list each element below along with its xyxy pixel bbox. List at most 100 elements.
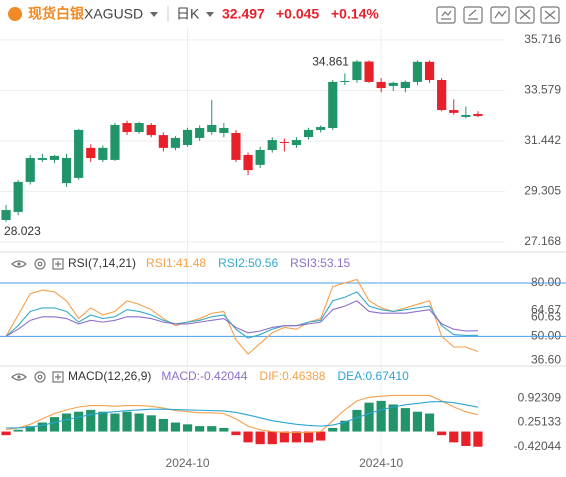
histogram-bar	[449, 431, 459, 443]
candle-body	[412, 61, 423, 82]
candle-body	[195, 128, 205, 138]
dropdown-caret[interactable]	[150, 12, 158, 17]
tool-button[interactable]	[490, 6, 510, 24]
y-tick-label: 0.92309	[518, 390, 562, 404]
candle-body	[437, 80, 447, 111]
y-tick-label: 31.442	[524, 133, 561, 147]
candle-body	[388, 82, 398, 86]
histogram-bar	[134, 413, 144, 432]
tool-button[interactable]	[540, 6, 560, 24]
histogram-bar	[412, 411, 423, 432]
expand-icon[interactable]	[52, 258, 64, 270]
candle-body	[267, 140, 277, 150]
y-tick-label: 50.00	[531, 329, 561, 343]
indicator-title: RSI(7,14,21)	[68, 256, 136, 270]
panel-controls	[11, 258, 64, 383]
indicator-line	[6, 401, 479, 429]
histogram-bar	[98, 411, 108, 432]
change-percent: +0.14%	[331, 6, 379, 22]
histogram-bar	[146, 415, 156, 432]
histogram-bar	[243, 431, 253, 443]
histogram-bar	[340, 420, 350, 432]
histogram-bar	[461, 431, 471, 446]
candle-body	[122, 123, 132, 133]
dropdown-caret[interactable]	[206, 12, 214, 17]
candle-body	[461, 115, 471, 117]
candle-body	[37, 158, 47, 160]
candle-body	[303, 129, 314, 137]
histogram-bar	[316, 431, 326, 441]
candle-body	[364, 61, 374, 82]
legend-entry: RSI3:53.15	[290, 256, 350, 270]
y-tick-label: 36.60	[531, 352, 561, 366]
settings-icon[interactable]	[34, 258, 46, 270]
histogram-bar	[207, 426, 217, 432]
histogram-bar	[376, 400, 386, 432]
histogram-bar	[424, 413, 435, 432]
instrument-name[interactable]: 现货白银	[28, 6, 85, 22]
histogram-bar	[170, 422, 181, 432]
expand-icon[interactable]	[52, 371, 64, 383]
histogram-bar	[279, 431, 289, 443]
histogram-bar	[328, 427, 338, 432]
candle-body	[158, 135, 168, 148]
tool-button[interactable]	[463, 6, 483, 24]
eye-icon[interactable]	[11, 373, 27, 381]
tool-button[interactable]	[436, 6, 456, 24]
y-tick-label: 29.305	[524, 184, 561, 198]
histogram-bar	[74, 411, 84, 432]
y-tick-label: 35.716	[524, 32, 561, 46]
candle-body	[25, 158, 35, 182]
candle-body	[182, 129, 193, 146]
high-label: 34.861	[312, 54, 349, 68]
histogram-bar	[49, 417, 60, 432]
candle-body	[400, 81, 410, 89]
indicator-line	[5, 278, 479, 355]
candle-body	[473, 114, 483, 117]
x-tick-label: 2024-10	[359, 456, 403, 470]
candle-body	[110, 124, 120, 160]
histogram-bar	[388, 404, 398, 432]
indicator-line	[5, 291, 478, 339]
candle-body	[146, 124, 156, 136]
tool-button[interactable]	[515, 6, 535, 24]
legend-entry: DEA:0.67410	[337, 369, 409, 383]
candle-body	[328, 81, 338, 129]
legend-entry: RSI2:50.56	[218, 256, 278, 270]
histogram-bar	[291, 431, 302, 443]
eye-icon[interactable]	[11, 260, 27, 268]
price: 32.497	[222, 6, 265, 22]
histogram-bar	[231, 431, 241, 436]
y-tick-label: 60.63	[531, 310, 561, 324]
toolbar	[436, 6, 560, 24]
period[interactable]: 日K	[176, 6, 200, 22]
histogram-bar	[1, 431, 11, 436]
histogram-bar	[255, 431, 265, 445]
candle-body	[291, 140, 302, 146]
histogram-bar	[219, 427, 229, 432]
candle-body	[49, 155, 60, 160]
candle-body	[424, 61, 435, 81]
symbol[interactable]: XAGUSD	[84, 6, 143, 22]
candle-body	[376, 81, 386, 89]
indicator-title: MACD(12,26,9)	[68, 369, 151, 383]
histogram-bar	[437, 431, 447, 436]
y-tick-label: 33.579	[524, 83, 561, 97]
histogram-bar	[110, 413, 120, 432]
settings-icon[interactable]	[34, 371, 46, 383]
y-tick-label: -0.42044	[514, 439, 562, 453]
legend-entry: MACD:-0.42044	[161, 369, 247, 383]
histogram-bar	[364, 402, 374, 432]
histogram-bar	[158, 418, 168, 432]
histogram-bar	[61, 413, 72, 432]
candle-body	[219, 128, 229, 133]
y-tick-label: 27.168	[524, 234, 561, 248]
histogram-bar	[267, 431, 277, 445]
candle-body	[255, 149, 265, 165]
indicator-line	[5, 300, 478, 337]
candle-body	[316, 127, 326, 130]
candle-body	[13, 181, 23, 212]
y-tick-label: 80.00	[531, 275, 561, 289]
histogram-bar	[352, 409, 362, 432]
